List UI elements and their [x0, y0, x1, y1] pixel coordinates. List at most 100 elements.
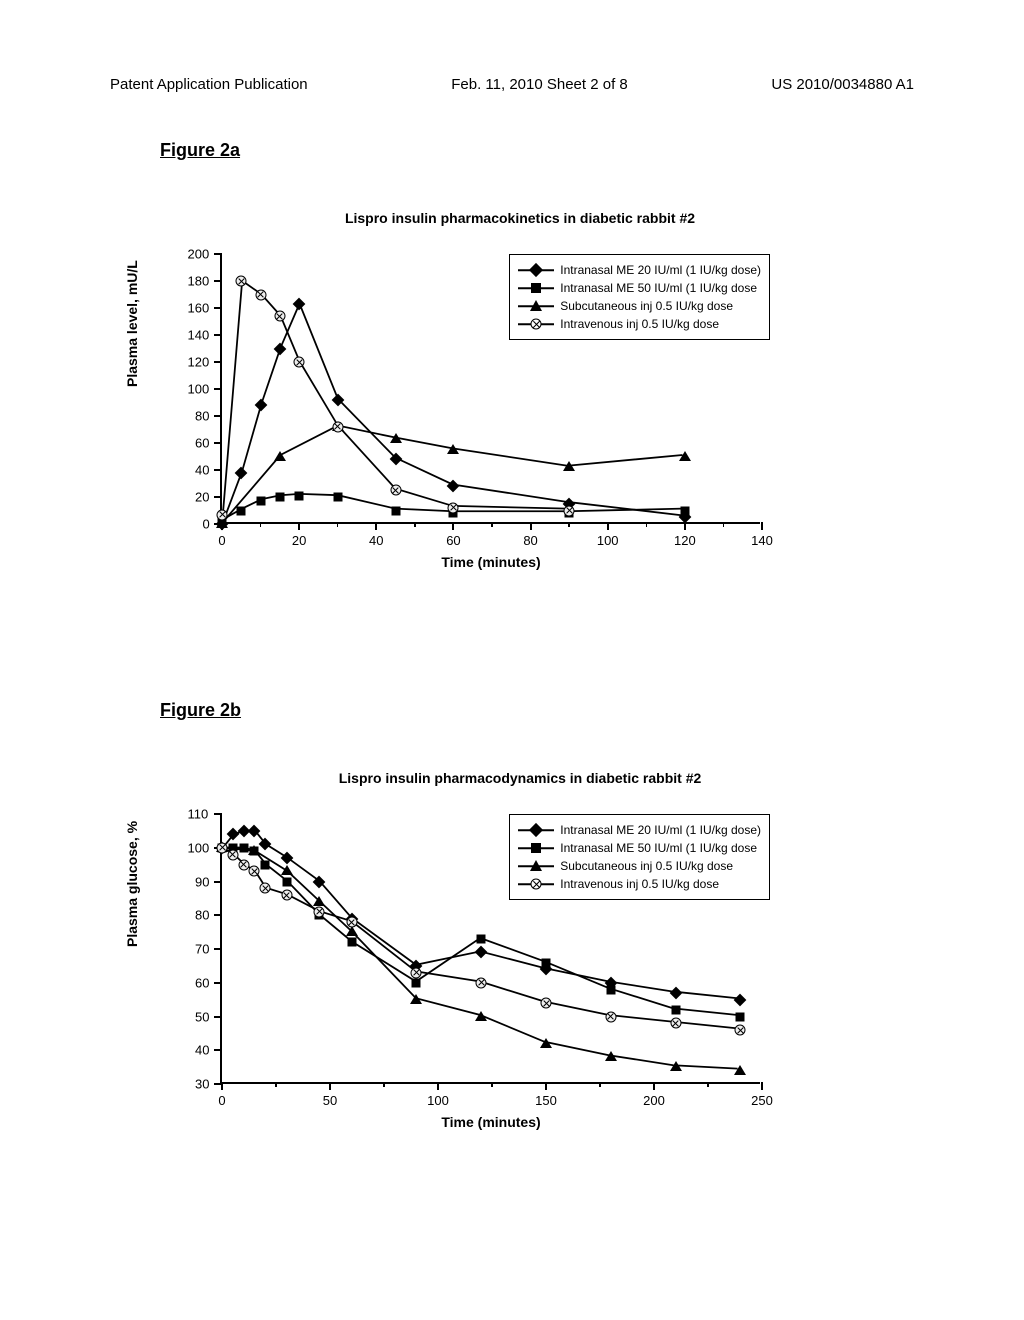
figure-2b-xtick-label: 250	[751, 1093, 773, 1108]
figure-2b-xtick-label: 150	[535, 1093, 557, 1108]
figure-2a-marker-triangle	[447, 444, 459, 454]
figure-2a-marker-square	[295, 491, 304, 500]
figure-2b-legend-marker-icon	[531, 879, 542, 890]
figure-2b-marker-triangle	[734, 1065, 746, 1075]
figure-2a-legend-line-icon	[518, 281, 554, 295]
figure-2b-ytick-label: 50	[195, 1009, 278, 1024]
figure-2b-marker-square	[542, 958, 551, 967]
page-header: Patent Application Publication Feb. 11, …	[0, 76, 1024, 93]
figure-2a-ytick-label: 200	[188, 247, 279, 262]
figure-2b-legend-line-icon	[518, 823, 554, 837]
figure-2b-marker-square	[477, 934, 486, 943]
figure-2a-marker-circlex	[332, 421, 343, 432]
figure-2a-title: Lispro insulin pharmacokinetics in diabe…	[220, 210, 820, 226]
figure-2b-marker-circlex	[605, 1011, 616, 1022]
figure-2a-legend-marker-icon	[529, 263, 543, 277]
figure-2b-legend-marker-icon	[531, 843, 541, 853]
figure-2a-xtick-minor	[491, 522, 493, 527]
figure-2b-ytick-label: 60	[195, 975, 278, 990]
figure-2a-ytick-label: 80	[195, 409, 278, 424]
figure-2a-legend-line-icon	[518, 317, 554, 331]
figure-2b-xtick-label: 50	[323, 1093, 337, 1108]
figure-2b-marker-square	[239, 843, 248, 852]
figure-2b-marker-square	[282, 877, 291, 886]
figure-2a-legend-item: Subcutaneous inj 0.5 IU/kg dose	[518, 297, 761, 315]
figure-2b-legend-item: Subcutaneous inj 0.5 IU/kg dose	[518, 857, 761, 875]
figure-2b-legend-marker-icon	[529, 823, 543, 837]
figure-2a-legend-marker-icon	[531, 319, 542, 330]
figure-2a-xtick-label: 80	[523, 533, 537, 548]
figure-2a-xtick	[452, 522, 454, 530]
figure-2a-marker-circlex	[217, 509, 228, 520]
figure-2b-xtick	[437, 1082, 439, 1090]
figure-2a-plot-area: Plasma level, mU/L Time (minutes) Intran…	[150, 244, 830, 584]
figure-2a-ylabel: Plasma level, mU/L	[124, 260, 140, 387]
figure-2a-xtick-label: 120	[674, 533, 696, 548]
figure-2b-legend: Intranasal ME 20 IU/ml (1 IU/kg dose)Int…	[509, 814, 770, 900]
figure-2a-xtick-minor	[568, 522, 570, 527]
figure-2b-marker-triangle	[313, 896, 325, 906]
figure-2a-marker-square	[256, 497, 265, 506]
figure-2b-xtick-minor	[599, 1082, 601, 1087]
figure-2a-legend-label: Intranasal ME 50 IU/ml (1 IU/kg dose	[560, 279, 757, 297]
figure-2a-legend: Intranasal ME 20 IU/ml (1 IU/kg dose)Int…	[509, 254, 770, 340]
figure-2b-marker-triangle	[346, 926, 358, 936]
figure-2b-marker-circlex	[260, 883, 271, 894]
figure-2b-marker-triangle	[605, 1051, 617, 1061]
figure-2a-marker-square	[391, 506, 400, 515]
figure-2a-xtick	[761, 522, 763, 530]
figure-2a-marker-square	[680, 506, 689, 515]
figure-2a-legend-item: Intranasal ME 20 IU/ml (1 IU/kg dose)	[518, 261, 761, 279]
figure-2b-plot-area: Plasma glucose, % Time (minutes) Intrana…	[150, 804, 830, 1144]
figure-2a-ytick-label: 20	[195, 490, 278, 505]
figure-2b-marker-circlex	[281, 890, 292, 901]
figure-2a-xtick	[375, 522, 377, 530]
figure-2b-marker-square	[412, 978, 421, 987]
figure-2a-xtick-minor	[723, 522, 725, 527]
figure-2b-xtick-minor	[491, 1082, 493, 1087]
figure-2b-marker-circlex	[238, 859, 249, 870]
figure-2a-marker-square	[275, 493, 284, 502]
figure-2b-xtick-label: 200	[643, 1093, 665, 1108]
figure-2b-marker-triangle	[410, 994, 422, 1004]
figure-2b-marker-triangle	[248, 845, 260, 855]
figure-2b-marker-triangle	[475, 1011, 487, 1021]
figure-2b-xtick	[329, 1082, 331, 1090]
figure-2b-marker-circlex	[541, 998, 552, 1009]
figure-2b-legend-line-icon	[518, 859, 554, 873]
figure-2b-legend-line-icon	[518, 877, 554, 891]
figure-2b-legend-item: Intranasal ME 50 IU/ml (1 IU/kg dose	[518, 839, 761, 857]
figure-2a-legend-item: Intranasal ME 50 IU/ml (1 IU/kg dose	[518, 279, 761, 297]
figure-2b-legend-label: Intranasal ME 20 IU/ml (1 IU/kg dose)	[560, 821, 761, 839]
figure-2a-ytick-label: 100	[188, 382, 279, 397]
figure-2b-xlabel: Time (minutes)	[222, 1114, 760, 1130]
figure-2b-marker-circlex	[346, 917, 357, 928]
figure-2b-ytick-label: 40	[195, 1043, 278, 1058]
figure-2b-marker-square	[736, 1012, 745, 1021]
figure-2a-xtick	[607, 522, 609, 530]
figure-2b-legend-marker-icon	[530, 860, 542, 871]
figure-2a-ytick-label: 140	[188, 328, 279, 343]
figure-2a-marker-triangle	[679, 451, 691, 461]
figure-2b-ylabel: Plasma glucose, %	[124, 821, 140, 947]
figure-2a-ytick-label: 160	[188, 301, 279, 316]
figure-2b-marker-square	[261, 860, 270, 869]
figure-2a-legend-label: Intranasal ME 20 IU/ml (1 IU/kg dose)	[560, 261, 761, 279]
figure-2b-marker-circlex	[735, 1025, 746, 1036]
figure-2b-xtick	[545, 1082, 547, 1090]
figure-2a-xtick	[298, 522, 300, 530]
figure-2b-marker-circlex	[476, 977, 487, 988]
figure-2b-xtick-label: 0	[218, 1093, 225, 1108]
figure-2a-xlabel: Time (minutes)	[222, 554, 760, 570]
figure-2a-legend-line-icon	[518, 299, 554, 313]
header-patent-id: US 2010/0034880 A1	[771, 76, 914, 93]
figure-2b-marker-square	[347, 938, 356, 947]
figure-2a-marker-circlex	[448, 502, 459, 513]
figure-2a-legend-item: Intravenous inj 0.5 IU/kg dose	[518, 315, 761, 333]
figure-2a-marker-circlex	[564, 505, 575, 516]
figure-2a-legend-label: Intravenous inj 0.5 IU/kg dose	[560, 315, 719, 333]
figure-2a-xtick-label: 100	[597, 533, 619, 548]
figure-2a-marker-square	[237, 506, 246, 515]
figure-2b-marker-circlex	[249, 866, 260, 877]
figure-2b-title: Lispro insulin pharmacodynamics in diabe…	[220, 770, 820, 786]
